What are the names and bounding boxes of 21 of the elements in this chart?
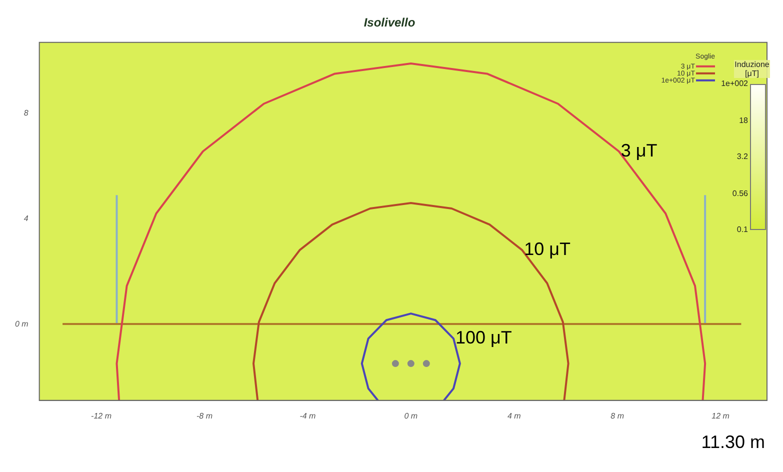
annotation: 100 μT xyxy=(455,328,512,348)
y-tick-label: 4 xyxy=(24,214,29,223)
x-tick-label: 8 m xyxy=(610,411,624,420)
annotation: 3 μT xyxy=(620,140,658,160)
annotation: 18 xyxy=(739,116,748,126)
annotation: 0.56 xyxy=(732,188,748,198)
annotation: 0.1 xyxy=(736,225,748,235)
y-tick-label: 0 m xyxy=(14,319,29,328)
color-bar-title: Induzione [μT] xyxy=(734,60,770,78)
x-tick-label: 0 m xyxy=(404,411,418,420)
x-tick-label: -8 m xyxy=(196,411,213,420)
x-tick-label: -12 m xyxy=(91,411,112,420)
chart-title: Isolivello xyxy=(364,16,416,30)
x-tick-label: -4 m xyxy=(300,411,316,420)
x-tick-label: 4 m xyxy=(507,411,522,420)
text: 11.30 m xyxy=(700,432,766,453)
annotation: 3.2 xyxy=(736,152,748,162)
x-tick-label: 12 m xyxy=(712,411,730,420)
annotation: 10 μT xyxy=(524,239,571,260)
y-tick-label: 8 xyxy=(24,108,29,118)
annotation: 1e+002 xyxy=(721,79,748,89)
